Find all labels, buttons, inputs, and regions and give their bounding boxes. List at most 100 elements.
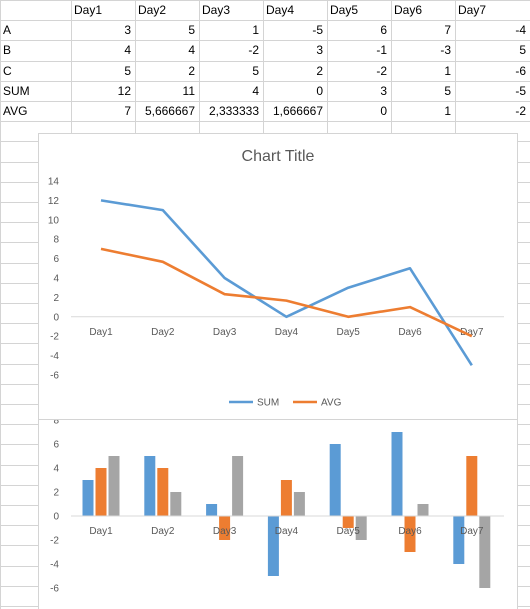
value-cell[interactable]: 3 bbox=[124, 23, 131, 38]
value-cell[interactable]: -3 bbox=[440, 43, 451, 58]
x-tick-label: Day6 bbox=[398, 526, 422, 537]
value-cell[interactable]: 3 bbox=[316, 43, 323, 58]
bar[interactable] bbox=[355, 516, 367, 540]
value-cell[interactable]: -4 bbox=[515, 23, 526, 38]
value-cell[interactable]: -2 bbox=[515, 104, 526, 118]
y-tick-label: 8 bbox=[53, 420, 59, 427]
x-tick-label: Day2 bbox=[151, 526, 175, 537]
column-header-cell[interactable]: Day2 bbox=[138, 3, 167, 17]
value-cell[interactable]: -5 bbox=[515, 83, 526, 98]
value-cell[interactable]: -5 bbox=[312, 23, 323, 38]
row-label-cell[interactable]: B bbox=[3, 43, 12, 58]
y-tick-label: -6 bbox=[50, 371, 59, 382]
y-tick-label: 8 bbox=[53, 235, 59, 246]
value-cell[interactable]: 1,666667 bbox=[272, 104, 323, 118]
value-cell[interactable]: -6 bbox=[515, 63, 526, 78]
x-tick-label: Day7 bbox=[460, 526, 484, 537]
series-line-sum[interactable] bbox=[100, 199, 473, 366]
x-tick-label: Day4 bbox=[275, 327, 299, 338]
y-tick-label: 4 bbox=[53, 464, 59, 475]
bar[interactable] bbox=[280, 480, 292, 516]
bar[interactable] bbox=[453, 516, 465, 564]
y-tick-label: 10 bbox=[48, 215, 60, 226]
value-cell[interactable]: 2,333333 bbox=[208, 104, 259, 118]
y-tick-label: 4 bbox=[53, 274, 59, 285]
y-tick-label: -2 bbox=[50, 536, 59, 547]
line-chart[interactable]: Chart Title 14 12 10 8 6 4 2 0 -2 -4 -6 Day1 Day2 Day3… bbox=[38, 133, 518, 420]
x-tick-label: Day3 bbox=[213, 526, 237, 537]
bar[interactable] bbox=[170, 492, 182, 516]
value-cell[interactable]: 1 bbox=[444, 63, 451, 78]
y-tick-label: 0 bbox=[53, 512, 59, 523]
bar[interactable] bbox=[391, 432, 403, 516]
bar[interactable] bbox=[144, 456, 156, 516]
column-header-cell[interactable]: Day4 bbox=[266, 3, 295, 17]
bar[interactable] bbox=[82, 480, 94, 516]
series-line-avg[interactable] bbox=[100, 247, 473, 338]
bar[interactable] bbox=[232, 456, 244, 516]
column-header-cell[interactable]: Day6 bbox=[394, 3, 423, 17]
value-cell[interactable]: -2 bbox=[248, 43, 259, 58]
value-cell[interactable]: 7 bbox=[124, 104, 131, 118]
column-header-cell[interactable]: Day3 bbox=[202, 3, 231, 17]
y-tick-label: 12 bbox=[48, 196, 60, 207]
value-cell[interactable]: 5 bbox=[252, 63, 259, 78]
value-cell[interactable]: 6 bbox=[380, 23, 387, 38]
bar[interactable] bbox=[404, 516, 416, 552]
value-cell[interactable]: 3 bbox=[380, 83, 387, 98]
x-tick-label: Day2 bbox=[151, 327, 175, 338]
row-label-cell[interactable]: A bbox=[3, 23, 12, 38]
bar[interactable] bbox=[293, 492, 305, 516]
row-label-cell[interactable]: AVG bbox=[3, 104, 28, 118]
value-cell[interactable]: 5 bbox=[124, 63, 131, 78]
bar[interactable] bbox=[342, 516, 354, 528]
value-cell[interactable]: 4 bbox=[124, 43, 131, 58]
value-cell[interactable]: 2 bbox=[188, 63, 195, 78]
bar[interactable] bbox=[466, 456, 478, 516]
bar[interactable] bbox=[219, 516, 231, 540]
row-label-cell[interactable]: C bbox=[3, 63, 12, 78]
x-tick-label: Day5 bbox=[337, 526, 361, 537]
value-cell[interactable]: -2 bbox=[376, 63, 387, 78]
value-cell[interactable]: 1 bbox=[444, 104, 451, 118]
value-cell[interactable]: 4 bbox=[188, 43, 195, 58]
bar[interactable] bbox=[417, 504, 429, 516]
bar[interactable] bbox=[329, 444, 341, 516]
column-header-cell[interactable]: Day5 bbox=[330, 3, 359, 17]
value-cell[interactable]: 0 bbox=[316, 83, 323, 98]
y-tick-label: 6 bbox=[53, 440, 59, 451]
value-cell[interactable]: 4 bbox=[252, 83, 259, 98]
y-tick-label: 6 bbox=[53, 254, 59, 265]
bar[interactable] bbox=[157, 468, 169, 516]
value-cell[interactable]: -1 bbox=[376, 43, 387, 58]
value-cell[interactable]: 7 bbox=[444, 23, 451, 38]
value-cell[interactable]: 2 bbox=[316, 63, 323, 78]
value-cell[interactable]: 5 bbox=[444, 83, 451, 98]
value-cell[interactable]: 11 bbox=[182, 83, 195, 98]
x-tick-label: Day6 bbox=[398, 327, 422, 338]
bar[interactable] bbox=[108, 456, 120, 516]
column-header-cell[interactable]: Day7 bbox=[458, 3, 487, 17]
value-cell[interactable]: 5 bbox=[188, 23, 195, 38]
value-cell[interactable]: 5,666667 bbox=[144, 104, 195, 118]
bar[interactable] bbox=[95, 468, 107, 516]
y-tick-label: 2 bbox=[53, 293, 59, 304]
chart-title: Chart Title bbox=[242, 148, 315, 165]
bar[interactable] bbox=[206, 504, 218, 516]
row-label-cell[interactable]: SUM bbox=[3, 83, 30, 98]
column-header-cell[interactable]: Day1 bbox=[74, 3, 103, 17]
x-tick-label: Day7 bbox=[460, 327, 484, 338]
legend-label: AVG bbox=[321, 398, 342, 409]
value-cell[interactable]: 1 bbox=[252, 23, 259, 38]
value-cell[interactable]: 5 bbox=[519, 43, 526, 58]
y-tick-label: 14 bbox=[48, 177, 60, 188]
y-tick-label: -4 bbox=[50, 560, 59, 571]
y-tick-label: 2 bbox=[53, 488, 59, 499]
bar[interactable] bbox=[267, 516, 279, 576]
value-cell[interactable]: 12 bbox=[117, 83, 131, 98]
value-cell[interactable]: 0 bbox=[380, 104, 387, 118]
x-tick-label: Day1 bbox=[89, 327, 113, 338]
bar-chart[interactable]: 8 6 4 2 0 -2 -4 -6 Day1 Day2 Day3 Day4 Day5 Day6 Day7 bbox=[38, 419, 518, 609]
y-tick-label: 0 bbox=[53, 312, 59, 323]
bar[interactable] bbox=[479, 516, 491, 588]
